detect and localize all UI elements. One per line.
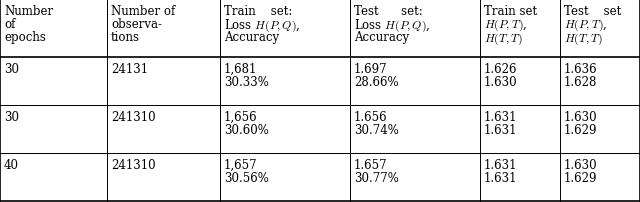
Text: 30.77%: 30.77% xyxy=(354,171,399,184)
Text: 1,681: 1,681 xyxy=(224,63,257,76)
Text: 1.656: 1.656 xyxy=(354,110,388,123)
Text: 1.631: 1.631 xyxy=(484,158,518,171)
Text: 30: 30 xyxy=(4,63,19,76)
Text: epochs: epochs xyxy=(4,31,46,44)
Text: $H(T,T)$: $H(T,T)$ xyxy=(564,31,603,46)
Text: 1.630: 1.630 xyxy=(564,110,598,123)
Text: 1.628: 1.628 xyxy=(564,76,597,89)
Text: Number: Number xyxy=(4,5,53,18)
Text: 1.657: 1.657 xyxy=(354,158,388,171)
Text: 1.626: 1.626 xyxy=(484,63,518,76)
Text: 1.697: 1.697 xyxy=(354,63,388,76)
Text: $H(P,T)$,: $H(P,T)$, xyxy=(484,18,527,33)
Text: Accuracy: Accuracy xyxy=(224,31,279,44)
Text: Train set: Train set xyxy=(484,5,537,18)
Text: Test      set:: Test set: xyxy=(354,5,423,18)
Text: 30.74%: 30.74% xyxy=(354,124,399,137)
Text: tions: tions xyxy=(111,31,140,44)
Text: 30.60%: 30.60% xyxy=(224,124,269,137)
Text: observa-: observa- xyxy=(111,18,162,31)
Text: $H(T,T)$: $H(T,T)$ xyxy=(484,31,523,46)
Text: 241310: 241310 xyxy=(111,158,156,171)
Text: Loss $H(P,Q)$,: Loss $H(P,Q)$, xyxy=(354,18,431,34)
Text: 1,657: 1,657 xyxy=(224,158,258,171)
Text: 30: 30 xyxy=(4,110,19,123)
Text: 24131: 24131 xyxy=(111,63,148,76)
Text: $H(P,T)$,: $H(P,T)$, xyxy=(564,18,607,33)
Text: Accuracy: Accuracy xyxy=(354,31,409,44)
Text: 30.56%: 30.56% xyxy=(224,171,269,184)
Text: 30.33%: 30.33% xyxy=(224,76,269,89)
Text: 40: 40 xyxy=(4,158,19,171)
Text: 1.631: 1.631 xyxy=(484,171,518,184)
Text: 1.631: 1.631 xyxy=(484,124,518,137)
Text: Loss $H(P,Q)$,: Loss $H(P,Q)$, xyxy=(224,18,301,34)
Text: 1.629: 1.629 xyxy=(564,171,598,184)
Text: 241310: 241310 xyxy=(111,110,156,123)
Text: 28.66%: 28.66% xyxy=(354,76,399,89)
Text: Number of: Number of xyxy=(111,5,175,18)
Text: 1.636: 1.636 xyxy=(564,63,598,76)
Text: 1.630: 1.630 xyxy=(564,158,598,171)
Text: 1.630: 1.630 xyxy=(484,76,518,89)
Text: 1,656: 1,656 xyxy=(224,110,258,123)
Text: 1.629: 1.629 xyxy=(564,124,598,137)
Text: Train    set:: Train set: xyxy=(224,5,292,18)
Text: Test    set: Test set xyxy=(564,5,621,18)
Text: 1.631: 1.631 xyxy=(484,110,518,123)
Text: of: of xyxy=(4,18,15,31)
